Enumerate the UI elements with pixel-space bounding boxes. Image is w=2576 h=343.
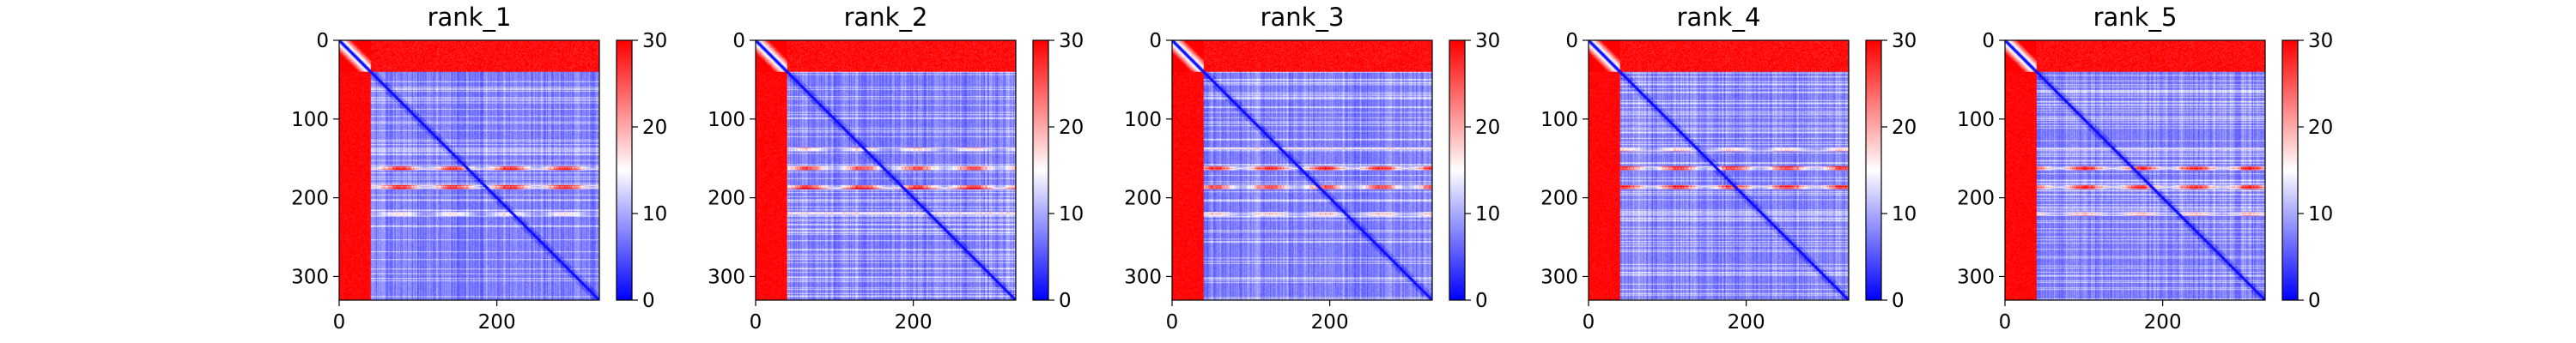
heatmap-image [756,40,1016,300]
colorbar-tick-label: 0 [1892,290,1905,312]
panel-title: rank_5 [2093,3,2178,32]
colorbar-tick-label: 30 [1892,30,1917,52]
heatmap-image [1172,40,1432,300]
colorbar-frame [1449,39,1466,301]
heatmap-image [1589,40,1849,300]
colorbar-tick-label: 20 [1892,117,1917,139]
panel-title: rank_2 [844,3,928,32]
y-tick-label: 0 [316,30,329,52]
colorbar-tick-label: 30 [642,30,667,52]
y-tick-label: 100 [708,109,745,131]
axes-frame [1588,39,1850,301]
y-tick-label: 200 [291,188,329,210]
y-tick-label: 100 [1957,109,1995,131]
panel-rank-5: rank_5 0 200 0 100 200 300 0 10 20 30 [1957,3,2333,334]
y-tick-label: 300 [1124,266,1162,288]
y-tick-label: 0 [1565,30,1578,52]
colorbar-gradient [1866,40,1881,300]
heatmap-image [2005,40,2265,300]
colorbar-frame [1032,39,1049,301]
colorbar-frame [616,39,633,301]
x-tick-label: 200 [895,311,933,334]
y-tick-label: 300 [708,266,745,288]
colorbar-frame [2281,39,2299,301]
colorbar-tick-label: 10 [642,203,667,226]
y-tick-label: 300 [1957,266,1995,288]
colorbar-tick-label: 10 [1059,203,1084,226]
y-tick-label: 0 [1149,30,1162,52]
y-tick-label: 200 [1957,188,1995,210]
y-tick-label: 100 [291,109,329,131]
x-tick-label: 0 [1583,311,1595,334]
y-tick-label: 300 [291,266,329,288]
colorbar-gradient [617,40,632,300]
panel-rank-4: rank_4 0 200 0 100 200 300 0 10 20 30 [1540,3,1917,334]
colorbar-tick-label: 30 [2308,30,2333,52]
panel-rank-1: rank_1 0 200 0 100 200 300 0 10 20 30 [291,3,667,334]
x-tick-label: 200 [2144,311,2182,334]
x-tick-label: 0 [1166,311,1179,334]
x-tick-label: 0 [333,311,346,334]
colorbar-frame [1865,39,1882,301]
x-tick-label: 200 [1311,311,1349,334]
x-tick-label: 0 [750,311,762,334]
axes-frame [338,39,600,301]
x-tick-label: 200 [1728,311,1765,334]
colorbar-tick-label: 30 [1475,30,1500,52]
axes-frame [1171,39,1433,301]
y-tick-label: 0 [732,30,745,52]
colorbar-tick-label: 0 [1059,290,1072,312]
colorbar-tick-label: 20 [1059,117,1084,139]
panel-rank-3: rank_3 0 200 0 100 200 300 0 10 20 30 [1124,3,1500,334]
colorbar-tick-label: 20 [642,117,667,139]
y-tick-label: 100 [1540,109,1578,131]
colorbar-tick-label: 20 [1475,117,1500,139]
colorbar-tick-label: 10 [2308,203,2333,226]
panel-rank-2: rank_2 0 200 0 100 200 300 0 10 20 30 [708,3,1084,334]
y-tick-label: 200 [708,188,745,210]
y-tick-label: 200 [1540,188,1578,210]
colorbar-tick-label: 10 [1892,203,1917,226]
y-tick-label: 300 [1540,266,1578,288]
x-tick-label: 200 [478,311,516,334]
heatmap-image [339,40,599,300]
colorbar-tick-label: 20 [2308,117,2333,139]
colorbar-tick-label: 0 [642,290,655,312]
panel-title: rank_3 [1261,3,1345,32]
x-tick-label: 0 [1999,311,2012,334]
colorbar-gradient [1033,40,1048,300]
colorbar-gradient [1449,40,1465,300]
colorbar-tick-label: 30 [1059,30,1084,52]
panel-title: rank_1 [428,3,512,32]
y-tick-label: 0 [1982,30,1995,52]
colorbar-tick-label: 0 [2308,290,2321,312]
colorbar-tick-label: 10 [1475,203,1500,226]
panel-title: rank_4 [1677,3,1761,32]
y-tick-label: 200 [1124,188,1162,210]
axes-frame [2004,39,2266,301]
axes-frame [755,39,1017,301]
colorbar-tick-label: 0 [1475,290,1488,312]
y-tick-label: 100 [1124,109,1162,131]
colorbar-gradient [2282,40,2298,300]
